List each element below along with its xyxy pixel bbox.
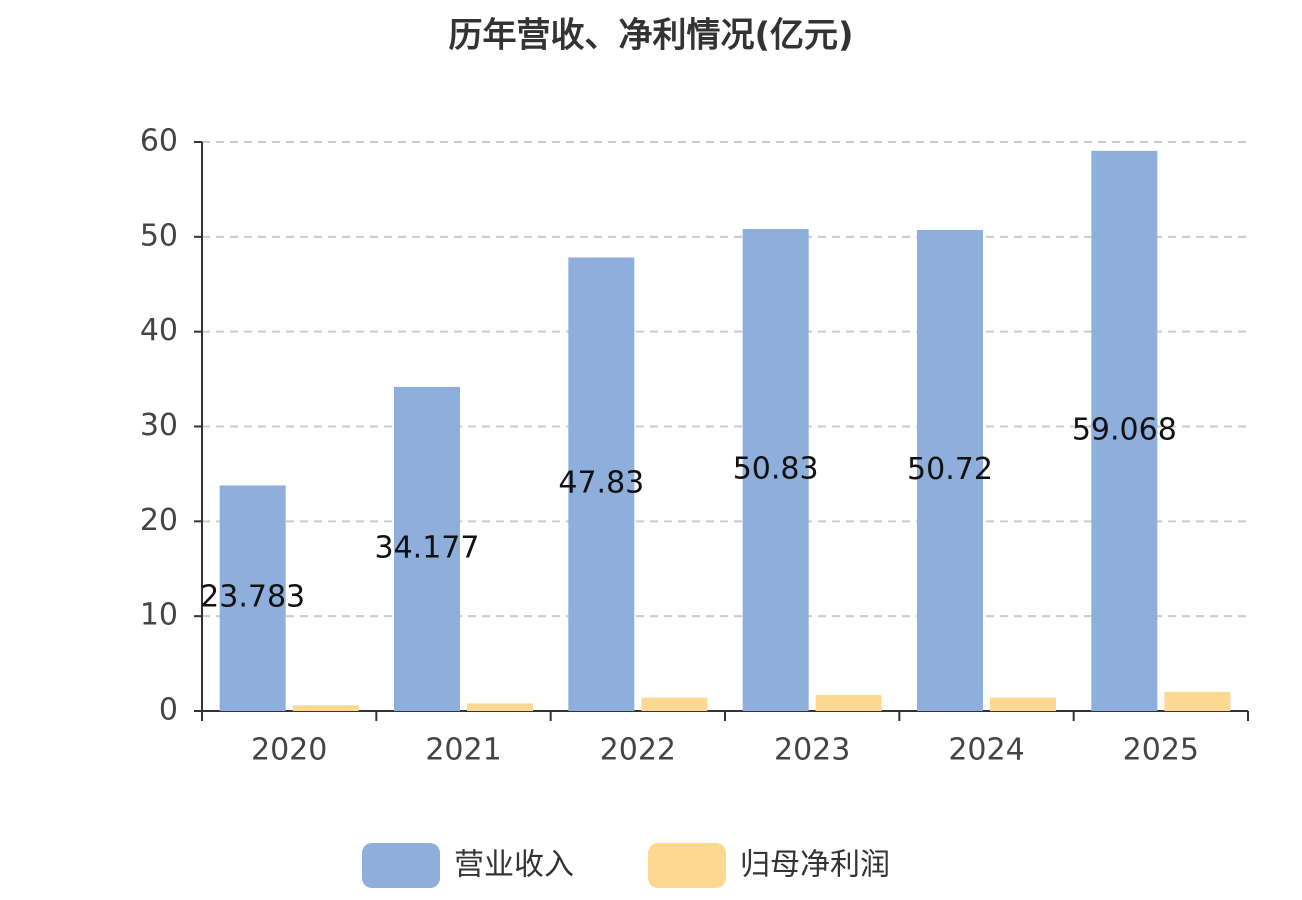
y-tick-label: 0 (159, 693, 178, 728)
data-label: 23.783 (200, 580, 305, 615)
legend-swatch (648, 843, 726, 888)
bar (742, 228, 809, 712)
bar (467, 703, 533, 711)
bar (815, 694, 882, 711)
y-tick-label: 10 (140, 598, 178, 633)
y-tick-label: 30 (140, 408, 178, 443)
data-label: 47.83 (558, 466, 644, 501)
legend-label: 营业收入 (454, 848, 574, 883)
bar (394, 386, 460, 711)
x-tick-label: 2022 (600, 733, 676, 768)
bar (292, 705, 359, 711)
bar (990, 697, 1056, 711)
legend-swatch (362, 843, 440, 888)
y-tick-label: 40 (140, 313, 178, 348)
x-tick-label: 2020 (251, 733, 327, 768)
data-label: 50.72 (907, 452, 993, 487)
bar (219, 485, 286, 711)
bar (1164, 692, 1231, 711)
bar (568, 257, 635, 711)
y-tick-label: 50 (140, 218, 178, 253)
data-label: 34.177 (375, 530, 480, 565)
data-label: 59.068 (1072, 412, 1177, 447)
legend-label: 归母净利润 (740, 848, 890, 883)
bar (1091, 150, 1158, 711)
x-tick-label: 2025 (1123, 733, 1199, 768)
y-tick-label: 60 (140, 124, 178, 159)
bar (641, 697, 708, 711)
data-label: 50.83 (733, 451, 819, 486)
bar (917, 230, 983, 711)
y-tick-label: 20 (140, 503, 178, 538)
x-tick-label: 2024 (948, 733, 1024, 768)
x-tick-label: 2023 (774, 733, 850, 768)
chart-title: 历年营收、净利情况(亿元) (448, 16, 853, 56)
x-tick-label: 2021 (425, 733, 501, 768)
